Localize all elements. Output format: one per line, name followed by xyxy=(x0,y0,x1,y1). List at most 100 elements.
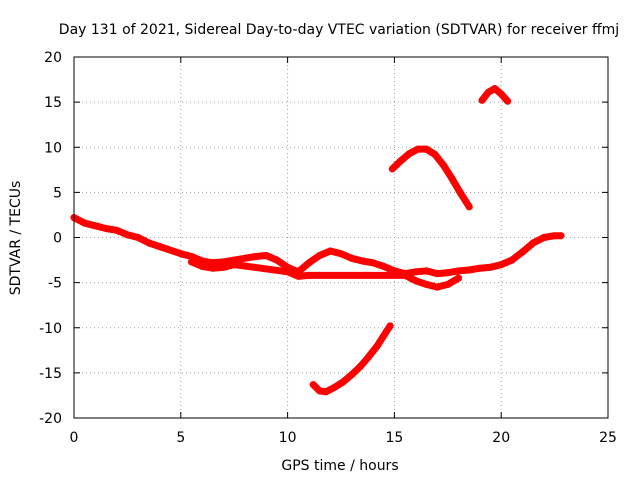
data-point xyxy=(497,90,505,98)
axis-ticks: 0 5 10 15 20 25 -20 -15 -10 -5 0 5 10 15 20 xyxy=(39,50,617,446)
data-point xyxy=(529,239,537,247)
data-point xyxy=(491,85,499,93)
data-point xyxy=(440,161,447,169)
data-point xyxy=(369,259,377,267)
data-point xyxy=(386,322,394,330)
grid xyxy=(74,57,608,418)
x-axis-label: GPS time / hours xyxy=(281,458,398,474)
data-point xyxy=(262,252,270,259)
data-point xyxy=(484,88,492,96)
data-point xyxy=(294,272,302,280)
data-point xyxy=(331,383,339,391)
x-tick-label: 15 xyxy=(385,430,403,446)
data-point xyxy=(497,261,505,269)
data-point xyxy=(444,269,452,277)
x-tick-label: 20 xyxy=(492,430,510,446)
data-point xyxy=(557,232,565,240)
data-point xyxy=(113,226,121,234)
y-tick-label: -5 xyxy=(48,276,62,292)
series-arc-2 xyxy=(388,145,473,211)
data-point xyxy=(305,271,313,279)
x-tick-label: 25 xyxy=(599,430,617,446)
data-point xyxy=(457,189,465,197)
data-point xyxy=(373,342,381,350)
data-point xyxy=(326,247,334,255)
data-point xyxy=(309,381,317,389)
data-point xyxy=(337,250,345,258)
data-point xyxy=(177,250,185,258)
data-point xyxy=(388,165,396,173)
y-tick-label: -10 xyxy=(39,321,62,337)
data-point xyxy=(284,268,292,276)
data-point xyxy=(166,246,174,254)
data-point xyxy=(519,248,527,256)
data-point xyxy=(134,234,142,241)
data-point xyxy=(444,280,452,288)
y-tick-label: -20 xyxy=(39,411,62,427)
data-point xyxy=(422,280,430,288)
y-tick-label: 20 xyxy=(44,50,62,66)
data-point xyxy=(433,283,441,291)
data-point xyxy=(209,264,217,272)
chart-title: Day 131 of 2021, Sidereal Day-to-day VTE… xyxy=(59,22,619,38)
data-point xyxy=(81,219,89,227)
data-point xyxy=(155,243,163,250)
data-point xyxy=(412,268,420,276)
data-point xyxy=(465,203,473,211)
data-point xyxy=(422,267,430,275)
data-point xyxy=(305,259,313,267)
data-point xyxy=(412,277,420,285)
data-point xyxy=(401,271,409,279)
x-tick-label: 0 xyxy=(70,430,79,446)
y-tick-label: 0 xyxy=(53,231,62,247)
data-point xyxy=(322,388,330,396)
data-point xyxy=(551,232,559,240)
data-point xyxy=(476,264,484,272)
data-point xyxy=(356,363,364,371)
data-point xyxy=(339,378,347,386)
data-point xyxy=(188,253,195,260)
data-series xyxy=(70,85,565,396)
data-point xyxy=(508,256,516,264)
data-point xyxy=(478,96,486,104)
x-tick-label: 5 xyxy=(176,430,185,446)
data-point xyxy=(487,263,494,271)
data-point xyxy=(220,263,227,271)
data-point xyxy=(431,151,439,158)
data-point xyxy=(123,231,131,239)
data-point xyxy=(414,145,422,153)
data-point xyxy=(230,261,238,269)
y-tick-label: 10 xyxy=(44,140,62,156)
data-point xyxy=(198,262,206,270)
data-point xyxy=(405,150,413,158)
data-point xyxy=(448,175,456,183)
y-axis-label: SDTVAR / TECUs xyxy=(8,181,24,296)
data-point xyxy=(91,222,99,230)
data-point xyxy=(455,274,462,282)
data-point xyxy=(252,253,260,260)
series-arc-1 xyxy=(309,322,394,396)
data-point xyxy=(455,267,462,275)
data-point xyxy=(465,266,473,274)
data-point xyxy=(358,257,366,265)
data-point xyxy=(316,387,324,395)
data-point xyxy=(380,262,388,270)
data-point xyxy=(433,270,441,278)
data-point xyxy=(540,234,548,241)
y-tick-label: 5 xyxy=(53,185,62,201)
data-point xyxy=(348,371,356,379)
data-point xyxy=(504,97,512,105)
data-point xyxy=(241,254,249,262)
data-point xyxy=(365,353,373,361)
data-point xyxy=(102,225,110,232)
data-point xyxy=(145,239,153,247)
y-tick-label: -15 xyxy=(39,366,62,382)
data-point xyxy=(422,145,430,153)
data-point xyxy=(397,157,405,165)
data-point xyxy=(188,258,195,266)
data-point xyxy=(382,328,390,336)
x-tick-label: 10 xyxy=(279,430,297,446)
data-point xyxy=(348,254,356,262)
data-point xyxy=(316,252,324,259)
